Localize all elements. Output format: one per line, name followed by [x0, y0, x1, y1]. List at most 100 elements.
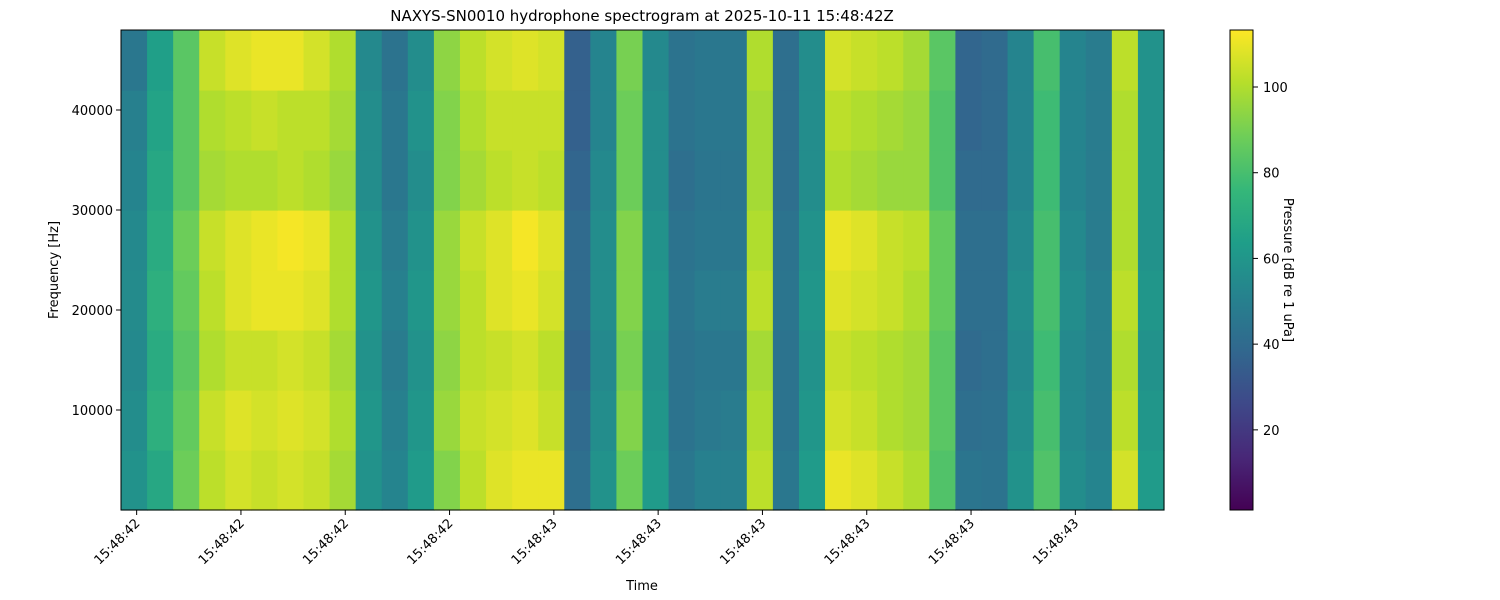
y-tick-label: 40000: [72, 104, 113, 119]
heatmap-cell: [512, 90, 539, 151]
colorbar-tick-label: 40: [1263, 338, 1280, 353]
heatmap-cell: [720, 90, 748, 151]
heatmap-cell: [981, 90, 1009, 151]
y-tick-label: 30000: [72, 204, 113, 219]
heatmap-cell: [772, 210, 800, 271]
heatmap-cell: [199, 150, 226, 211]
heatmap-cell: [1111, 30, 1139, 91]
heatmap-cell: [277, 390, 305, 451]
heatmap-cell: [459, 90, 487, 151]
heatmap-cell: [225, 90, 252, 151]
heatmap-cell: [694, 210, 722, 271]
heatmap-cell: [173, 30, 200, 91]
heatmap-cell: [903, 270, 930, 331]
heatmap-cell: [668, 450, 696, 511]
heatmap-cell: [173, 90, 200, 151]
heatmap-cell: [407, 330, 435, 391]
heatmap-cell: [1085, 450, 1113, 511]
x-tick-label: 15:48:42: [92, 516, 144, 568]
heatmap-cell: [825, 270, 852, 331]
heatmap-cell: [825, 150, 852, 211]
heatmap-cell: [720, 270, 748, 331]
heatmap-cell: [381, 150, 409, 211]
heatmap-cell: [486, 450, 513, 511]
heatmap-cell: [851, 150, 878, 211]
heatmap-cell: [851, 450, 878, 511]
heatmap-cell: [798, 270, 826, 331]
heatmap-cell: [303, 390, 331, 451]
heatmap-cell: [407, 270, 435, 331]
heatmap-cell: [329, 390, 357, 451]
heatmap-cell: [564, 330, 591, 391]
heatmap-cell: [251, 450, 279, 511]
heatmap-cell: [121, 450, 148, 511]
heatmap-cell: [1111, 150, 1139, 211]
heatmap-cell: [851, 30, 878, 91]
heatmap-cell: [798, 330, 826, 391]
heatmap-cell: [199, 90, 226, 151]
heatmap-cell: [251, 330, 279, 391]
heatmap-cell: [173, 330, 200, 391]
heatmap-cell: [694, 270, 722, 331]
heatmap-cell: [173, 450, 200, 511]
heatmap-cell: [199, 210, 226, 271]
heatmap-cell: [955, 150, 983, 211]
chart-title: NAXYS-SN0010 hydrophone spectrogram at 2…: [390, 7, 894, 25]
heatmap-cell: [746, 330, 774, 391]
heatmap-cell: [486, 30, 513, 91]
heatmap-cell: [877, 390, 904, 451]
heatmap-cell: [929, 30, 956, 91]
heatmap-cell: [303, 150, 331, 211]
heatmap-cell: [538, 30, 565, 91]
heatmap-cell: [355, 390, 383, 451]
heatmap-cell: [225, 450, 252, 511]
heatmap-cell: [851, 270, 878, 331]
x-tick-label: 15:48:43: [1030, 516, 1082, 568]
heatmap-cell: [381, 30, 409, 91]
heatmap-cell: [459, 330, 487, 391]
heatmap-cell: [121, 390, 148, 451]
heatmap-cell: [486, 90, 513, 151]
heatmap-cell: [199, 270, 226, 331]
heatmap-cell: [772, 330, 800, 391]
heatmap-cell: [538, 390, 565, 451]
heatmap-cell: [407, 390, 435, 451]
heatmap-cell: [355, 210, 383, 271]
heatmap-cell: [1111, 270, 1139, 331]
heatmap-cell: [486, 270, 513, 331]
heatmap-cell: [720, 210, 748, 271]
heatmap-cell: [590, 30, 618, 91]
heatmap-cell: [877, 30, 904, 91]
heatmap-cell: [1059, 150, 1087, 211]
heatmap-cell: [147, 390, 174, 451]
heatmap-cell: [486, 150, 513, 211]
heatmap-cell: [459, 30, 487, 91]
heatmap-cell: [486, 390, 513, 451]
heatmap-cell: [642, 30, 670, 91]
heatmap-cell: [981, 270, 1009, 331]
x-tick-label: 15:48:43: [717, 516, 769, 568]
heatmap-cell: [538, 150, 565, 211]
heatmap-cell: [1085, 90, 1113, 151]
heatmap-cell: [277, 450, 305, 511]
heatmap-cell: [1085, 150, 1113, 211]
heatmap-cell: [825, 90, 852, 151]
heatmap-cell: [1137, 390, 1165, 451]
heatmap-cell: [121, 90, 148, 151]
heatmap-cell: [772, 90, 800, 151]
heatmap-cell: [616, 450, 644, 511]
heatmap-cell: [668, 270, 696, 331]
x-tick-label: 15:48:42: [404, 516, 456, 568]
heatmap-cell: [590, 150, 618, 211]
heatmap-cell: [955, 90, 983, 151]
heatmap-cell: [1111, 210, 1139, 271]
heatmap-cell: [251, 210, 279, 271]
heatmap-cell: [147, 210, 174, 271]
heatmap-cell: [199, 30, 226, 91]
heatmap-cell: [616, 150, 644, 211]
heatmap-cell: [746, 210, 774, 271]
heatmap-cell: [1007, 330, 1035, 391]
heatmap-cell: [877, 450, 904, 511]
x-tick-label: 15:48:43: [926, 516, 978, 568]
heatmap-cell: [903, 210, 930, 271]
